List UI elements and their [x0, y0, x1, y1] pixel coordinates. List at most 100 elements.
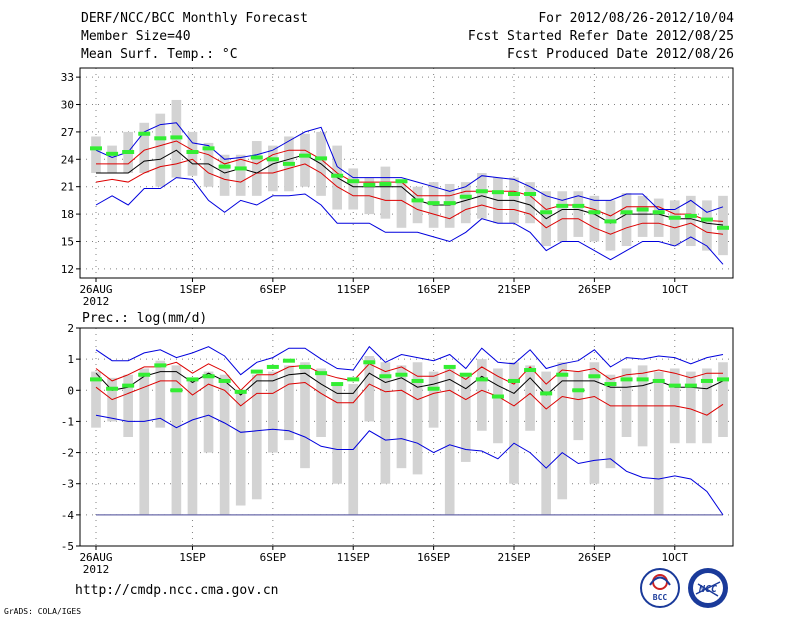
grads-credit: GrADS: COLA/IGES	[4, 607, 82, 616]
prec-panel-title: Prec.: log(mm/d)	[82, 311, 207, 326]
temp-obs-mark	[556, 203, 569, 208]
temp-obs-mark	[266, 157, 279, 162]
temp-ytick-label: 27	[61, 126, 74, 139]
temp-obs-mark	[282, 161, 295, 166]
temp-box	[155, 113, 166, 187]
temperature-chart: 12 15 18 21 24 27 30 33 26AUG 1SEP 6SEP 11SEP 16SEP 2…	[61, 67, 734, 308]
temp-xtick-label: 1OCT	[662, 283, 689, 296]
temp-obs-mark	[636, 207, 649, 212]
prec-xtick-label: 26AUG	[79, 551, 112, 564]
prec-box	[171, 365, 182, 515]
prec-year-label: 2012	[83, 563, 110, 576]
prec-obs-mark	[395, 372, 408, 377]
prec-box	[525, 365, 535, 431]
temp-obs-mark	[443, 201, 456, 206]
produced-date: Fcst Produced Date 2012/08/26	[507, 47, 734, 62]
prec-xtick-label: 26SEP	[578, 551, 611, 564]
prec-box	[686, 371, 696, 444]
prec-box	[493, 368, 503, 444]
prec-ytick-label: 2	[67, 322, 74, 335]
temp-xtick-label: 26AUG	[79, 283, 112, 296]
bcc-logo: BCC	[640, 568, 680, 608]
temp-box	[702, 200, 712, 251]
prec-box	[541, 371, 551, 515]
prec-xtick-label: 11SEP	[337, 551, 370, 564]
temp-box	[396, 179, 407, 228]
temp-box	[718, 195, 728, 256]
prec-obs-mark	[122, 383, 135, 388]
prec-frame	[79, 327, 734, 547]
prec-box	[203, 371, 214, 453]
prec-box	[139, 368, 150, 515]
temp-box	[348, 168, 359, 210]
prec-obs-mark	[652, 378, 665, 383]
prec-obs-mark	[668, 383, 681, 388]
prec-box	[573, 371, 584, 441]
prec-box	[219, 374, 230, 515]
temp-box	[107, 145, 117, 173]
temp-box	[300, 133, 310, 187]
temp-xtick-label: 16SEP	[417, 283, 450, 296]
prec-box	[460, 374, 471, 462]
prec-obs-mark	[684, 383, 697, 388]
prec-obs-mark	[475, 377, 488, 382]
prec-obs-mark	[154, 363, 167, 368]
temp-obs-mark	[717, 225, 729, 230]
prec-xtick-label: 6SEP	[260, 551, 287, 564]
temp-xtick-label: 21SEP	[497, 283, 530, 296]
prec-obs-mark	[508, 378, 520, 383]
temp-obs-mark	[347, 179, 360, 184]
source-url: http://cmdp.ncc.cma.gov.cn	[75, 583, 279, 598]
temp-box	[412, 186, 423, 224]
temp-box	[637, 195, 648, 237]
temp-box	[653, 198, 664, 237]
temp-xtick-label: 1SEP	[179, 283, 206, 296]
prec-series-max	[95, 345, 724, 376]
temp-xtick-label: 26SEP	[578, 283, 611, 296]
temp-series-mean	[96, 149, 724, 226]
prec-box	[235, 390, 246, 506]
prec-box	[284, 365, 294, 441]
prec-box	[718, 362, 728, 437]
temp-ytick-label: 33	[61, 71, 74, 84]
prec-obs-mark	[347, 377, 360, 382]
prec-xtick-label: 1OCT	[662, 551, 689, 564]
temp-ytick-label: 18	[61, 208, 74, 221]
temp-xtick-label: 11SEP	[337, 283, 370, 296]
prec-box	[187, 377, 198, 515]
temp-obs-mark	[138, 131, 151, 136]
prec-box	[702, 368, 712, 444]
prec-box	[621, 368, 632, 437]
prec-obs-mark	[250, 369, 263, 374]
temp-obs-mark	[668, 215, 681, 220]
prec-ytick-label: -4	[61, 509, 75, 522]
prec-box	[396, 365, 407, 469]
variable-label: Mean Surf. Temp.: °C	[81, 47, 238, 62]
prec-box	[589, 362, 600, 484]
temp-obs-mark	[491, 190, 504, 195]
prec-box	[428, 371, 439, 428]
temp-box	[460, 182, 471, 224]
temp-ytick-label: 15	[61, 235, 74, 248]
member-size: Member Size=40	[81, 29, 191, 44]
temp-box	[525, 182, 535, 224]
precipitation-chart: -5 -4 -3 -2 -1 0 1 2 26AUG 1SEP 6SEP 11SEP 16SEP 21SE…	[61, 311, 734, 576]
prec-obs-mark	[266, 364, 279, 369]
prec-box	[444, 365, 455, 515]
prec-obs-mark	[186, 377, 199, 382]
temp-box	[268, 145, 278, 192]
prec-ytick-label: -5	[61, 540, 74, 553]
prec-box	[509, 362, 519, 484]
temp-box	[605, 200, 616, 251]
temp-obs-mark	[652, 210, 665, 215]
temp-box	[589, 195, 600, 242]
prec-ytick-label: 1	[67, 353, 74, 366]
prec-box	[300, 362, 310, 469]
temp-ytick-label: 21	[61, 181, 74, 194]
prec-ytick-label: -2	[61, 447, 74, 460]
prec-obs-mark	[315, 371, 328, 376]
prec-obs-mark	[556, 372, 569, 377]
prec-box	[251, 374, 262, 500]
prec-obs-mark	[443, 364, 456, 369]
temp-obs-mark	[90, 146, 102, 151]
